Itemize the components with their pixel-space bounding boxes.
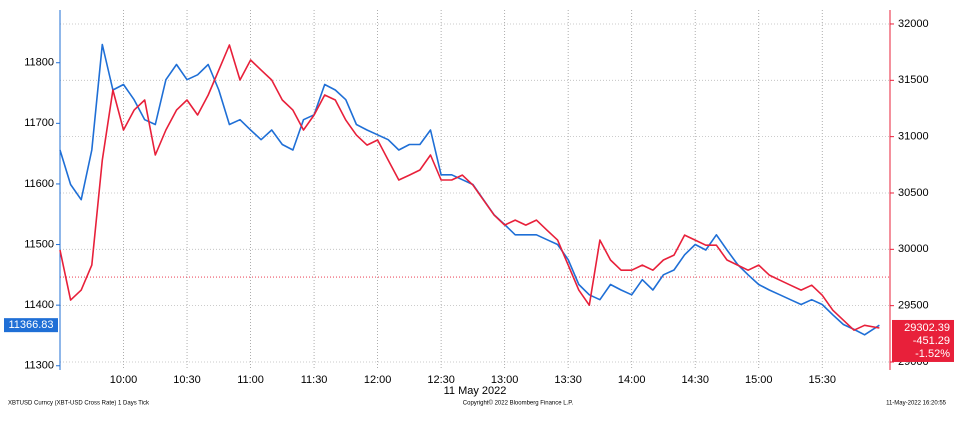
x-tick-label: 14:00 xyxy=(618,374,646,386)
last-value-label: 29302.39 xyxy=(904,322,950,334)
y2-tick-label: 29500 xyxy=(898,300,929,312)
x-tick-label: 12:00 xyxy=(364,374,392,386)
x-tick-label: 15:30 xyxy=(808,374,836,386)
last-value-box xyxy=(4,318,58,333)
x-tick-label: 12:30 xyxy=(427,374,455,386)
y-tick-label: 11500 xyxy=(24,238,54,250)
x-tick-label: 10:00 xyxy=(110,374,138,386)
y2-tick-label: 31000 xyxy=(898,131,929,143)
x-tick-label: 13:00 xyxy=(491,374,519,386)
x-tick-label: 11:30 xyxy=(301,374,328,386)
y2-tick-label: 31500 xyxy=(898,74,929,86)
change-label: -451.29 xyxy=(913,335,950,347)
series-line xyxy=(59,43,880,336)
x-tick-label: 11:00 xyxy=(237,374,264,386)
y2-tick-label: 30000 xyxy=(898,243,929,255)
y-tick-label: 11600 xyxy=(24,178,54,190)
x-axis-label: 11 May 2022 xyxy=(444,385,507,397)
x-tick-label: 13:30 xyxy=(554,374,582,386)
y2-tick-label: 30500 xyxy=(898,187,929,199)
footer-right: 11-May-2022 16:20:55 xyxy=(886,401,947,407)
footer-center: Copyright© 2022 Bloomberg Finance L.P. xyxy=(463,400,574,407)
x-tick-label: 15:00 xyxy=(745,374,773,386)
y-tick-label: 11400 xyxy=(24,299,54,311)
footer-left: XBTUSD Curncy (XBT-USD Cross Rate) 1 Day… xyxy=(8,401,150,407)
x-tick-label: 14:30 xyxy=(681,374,709,386)
y-tick-label: 11800 xyxy=(24,57,54,69)
last-value-label: 11366.83 xyxy=(8,319,53,331)
y2-tick-label: 32000 xyxy=(898,18,929,30)
y-tick-label: 11700 xyxy=(24,117,54,129)
series-line xyxy=(59,44,880,331)
change-pct-label: -1.52% xyxy=(915,348,950,360)
y-tick-label: 11300 xyxy=(24,360,54,372)
last-value-box xyxy=(892,319,954,362)
x-tick-label: 10:30 xyxy=(173,374,201,386)
